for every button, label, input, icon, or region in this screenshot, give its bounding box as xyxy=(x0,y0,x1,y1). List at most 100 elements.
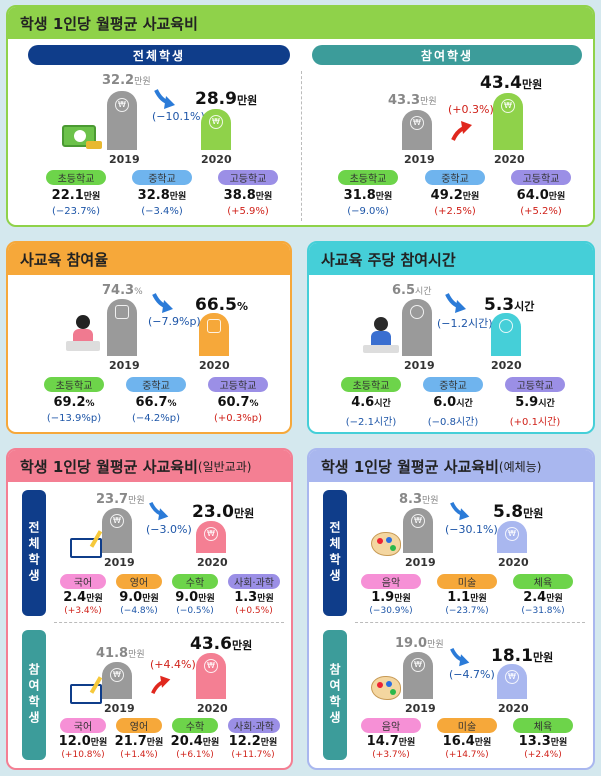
bar-2020 xyxy=(199,313,229,356)
label-participating-students: 참여학생 xyxy=(312,45,582,65)
value-2019: 43.3만원 xyxy=(388,93,437,108)
coin-icon: ₩ xyxy=(505,527,519,541)
value-2019: 41.8만원 xyxy=(96,646,145,661)
panel-overall-spending: 학생 1인당 월평균 사교육비 전체학생 참여학생 32.2만원 ₩ 2019 … xyxy=(6,5,595,227)
value-2020: 23.0만원 xyxy=(192,502,255,522)
notebook-icon xyxy=(70,684,102,704)
coin-icon: ₩ xyxy=(411,514,425,528)
arrow-up-icon xyxy=(451,121,472,141)
clock-icon xyxy=(499,319,513,333)
money-icon xyxy=(62,125,96,147)
tag-middle: 중학교 xyxy=(132,170,192,185)
panel-weekly-hours: 사교육 주당 참여시간 6.5시간 2019 (−1.2시간) 5.3시간 20… xyxy=(307,241,595,434)
value-2020: 28.9만원 xyxy=(195,89,258,109)
panel-title: 사교육 주당 참여시간 xyxy=(321,250,456,269)
panel-arts-sports: 학생 1인당 월평균 사교육비 (예체능) 전체학생 참여학생 8.3만원 ₩ 2… xyxy=(307,448,595,770)
coin-icon: ₩ xyxy=(209,115,223,129)
value-2020: 43.4만원 xyxy=(480,73,543,93)
change-label: (−3.0%) xyxy=(146,523,192,536)
tag-pe: 체육 xyxy=(513,718,573,733)
arrow-up-icon xyxy=(151,675,171,695)
panel-general-subjects: 학생 1인당 월평균 사교육비 (일반교과) 전체학생 참여학생 23.7만원 ₩… xyxy=(6,448,293,770)
tag-pe: 체육 xyxy=(513,574,573,589)
value-2019: 23.7만원 xyxy=(96,492,145,507)
coin-icon: ₩ xyxy=(411,658,425,672)
tag-english: 영어 xyxy=(116,718,162,733)
value-2019: 32.2만원 xyxy=(102,73,151,88)
side-label-participating: 참여학생 xyxy=(22,630,46,760)
panel-title: 사교육 참여율 xyxy=(20,250,109,269)
coin-icon: ₩ xyxy=(204,659,218,673)
coin-icon: ₩ xyxy=(110,514,124,528)
panel-subtitle: (예체능) xyxy=(498,459,542,474)
value-2019: 6.5시간 xyxy=(392,283,432,298)
value-2020: 18.1만원 xyxy=(491,646,554,666)
palette-icon xyxy=(371,676,401,700)
change-label: (+4.4%) xyxy=(150,658,196,671)
palette-icon xyxy=(371,532,401,556)
panel-header: 사교육 주당 참여시간 xyxy=(309,243,593,275)
tag-art: 미술 xyxy=(437,574,497,589)
tag-social-science: 사회·과학 xyxy=(228,574,280,589)
book-icon xyxy=(115,305,129,319)
value-2020: 43.6만원 xyxy=(190,634,253,654)
panel-header: 학생 1인당 월평균 사교육비 (예체능) xyxy=(309,450,593,482)
book-icon xyxy=(207,319,221,333)
arrow-down-icon xyxy=(152,293,173,313)
student-reading-icon xyxy=(66,313,100,355)
value-2020: 5.3시간 xyxy=(484,295,535,315)
change-label: (−30.1%) xyxy=(445,523,498,536)
change-label: (−4.7%) xyxy=(449,668,495,681)
tag-high: 고등학교 xyxy=(505,377,565,392)
panel-title: 학생 1인당 월평균 사교육비 xyxy=(20,14,198,33)
change-label: (−1.2시간) xyxy=(437,317,493,330)
value-2020: 5.8만원 xyxy=(493,502,544,522)
coin-icon: ₩ xyxy=(115,98,129,112)
tag-elementary: 초등학교 xyxy=(341,377,401,392)
tag-korean: 국어 xyxy=(60,718,106,733)
panel-subtitle: (일반교과) xyxy=(197,459,252,474)
tag-art: 미술 xyxy=(437,718,497,733)
tag-high: 고등학교 xyxy=(218,170,278,185)
arrow-down-icon xyxy=(154,89,175,109)
value-2019: 74.3% xyxy=(102,283,143,298)
coin-icon: ₩ xyxy=(505,670,519,684)
change-label: (−7.9%p) xyxy=(148,315,201,328)
panel-title: 학생 1인당 월평균 사교육비 xyxy=(20,457,198,476)
panel-participation-rate: 사교육 참여율 74.3% 2019 (−7.9%p) 66.5% 2020 초… xyxy=(6,241,292,434)
arrow-down-icon xyxy=(445,293,466,313)
side-label-all: 전체학생 xyxy=(323,490,347,616)
tag-high: 고등학교 xyxy=(208,377,268,392)
bar-2019 xyxy=(107,299,137,356)
value-2019: 19.0만원 xyxy=(395,636,444,651)
panel-title: 학생 1인당 월평균 사교육비 xyxy=(321,457,499,476)
arrow-down-icon xyxy=(450,647,470,667)
notebook-icon xyxy=(70,538,102,558)
tag-elementary: 초등학교 xyxy=(44,377,104,392)
side-label-participating: 참여학생 xyxy=(323,630,347,760)
clock-icon xyxy=(410,305,424,319)
tag-music: 음악 xyxy=(361,574,421,589)
change-label: (+0.3%) xyxy=(448,103,494,116)
tag-middle: 중학교 xyxy=(423,377,483,392)
coin-icon: ₩ xyxy=(110,668,124,682)
tag-elementary: 초등학교 xyxy=(46,170,106,185)
change-label: (−10.1%) xyxy=(152,110,205,123)
coin-icon: ₩ xyxy=(204,527,218,541)
student-studying-icon xyxy=(363,315,399,355)
tag-elementary: 초등학교 xyxy=(338,170,398,185)
tag-middle: 중학교 xyxy=(126,377,186,392)
tag-music: 음악 xyxy=(361,718,421,733)
tag-high: 고등학교 xyxy=(511,170,571,185)
value-2019: 8.3만원 xyxy=(399,492,439,507)
tag-middle: 중학교 xyxy=(425,170,485,185)
tag-math: 수학 xyxy=(172,574,218,589)
value-2020: 66.5% xyxy=(195,295,248,315)
tag-math: 수학 xyxy=(172,718,218,733)
arrow-down-icon xyxy=(450,501,470,521)
tag-korean: 국어 xyxy=(60,574,106,589)
label-all-students: 전체학생 xyxy=(28,45,290,65)
tag-social-science: 사회·과학 xyxy=(228,718,280,733)
tag-english: 영어 xyxy=(116,574,162,589)
side-label-all: 전체학생 xyxy=(22,490,46,616)
